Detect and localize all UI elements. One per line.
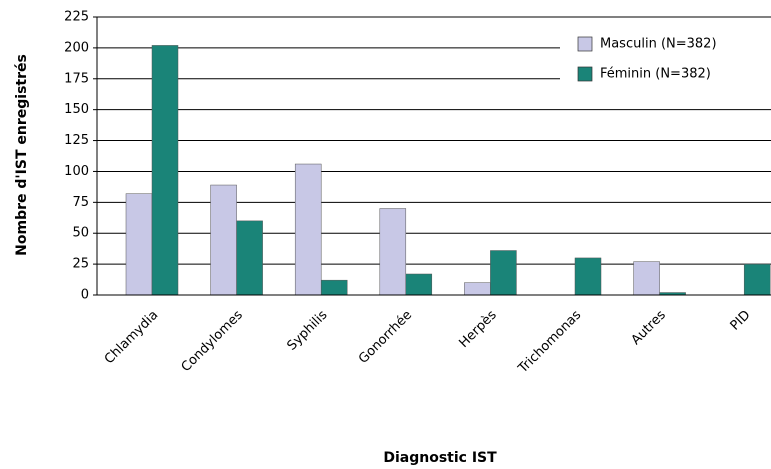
y-tick-label: 75 <box>72 195 89 210</box>
y-tick-label: 125 <box>64 133 89 148</box>
y-tick-label: 225 <box>64 10 89 25</box>
y-tick-label: 100 <box>64 164 89 179</box>
y-tick-label: 200 <box>64 40 89 55</box>
bar <box>405 273 433 296</box>
legend-label: Féminin (N=382) <box>600 67 711 82</box>
bar <box>125 193 153 296</box>
x-tick-label: Trichomonas <box>515 308 584 377</box>
legend-box <box>560 28 771 90</box>
bar <box>210 184 237 296</box>
x-tick-label: Gonorrhée <box>356 308 415 367</box>
x-tick-label: Herpès <box>456 308 499 351</box>
bar <box>464 282 491 296</box>
y-tick-label: 175 <box>64 71 89 86</box>
x-tick-label: Chlamydia <box>102 308 161 367</box>
y-tick-label: 0 <box>81 288 89 303</box>
bar <box>743 263 771 296</box>
bar <box>151 45 179 296</box>
y-tick-label: 150 <box>64 102 89 117</box>
y-axis-label: Nombre d'IST enregistrés <box>14 54 30 256</box>
y-tick-label: 50 <box>72 226 89 241</box>
x-tick-label: Autres <box>629 308 670 349</box>
bar <box>379 208 407 296</box>
x-tick-label: Syphilis <box>285 308 331 354</box>
bar <box>236 220 263 296</box>
legend-swatch <box>577 66 593 82</box>
bar <box>633 261 660 296</box>
y-tick-label: 25 <box>72 257 89 272</box>
legend-swatch <box>577 36 593 52</box>
bar <box>574 257 602 296</box>
bar <box>490 250 517 296</box>
x-tick-label: PID <box>728 308 754 334</box>
x-tick-label: Condylomes <box>179 308 246 375</box>
legend-label: Masculin (N=382) <box>600 37 717 52</box>
x-axis-label: Diagnostic IST <box>383 450 497 466</box>
bar <box>294 163 322 296</box>
bar <box>320 279 348 296</box>
